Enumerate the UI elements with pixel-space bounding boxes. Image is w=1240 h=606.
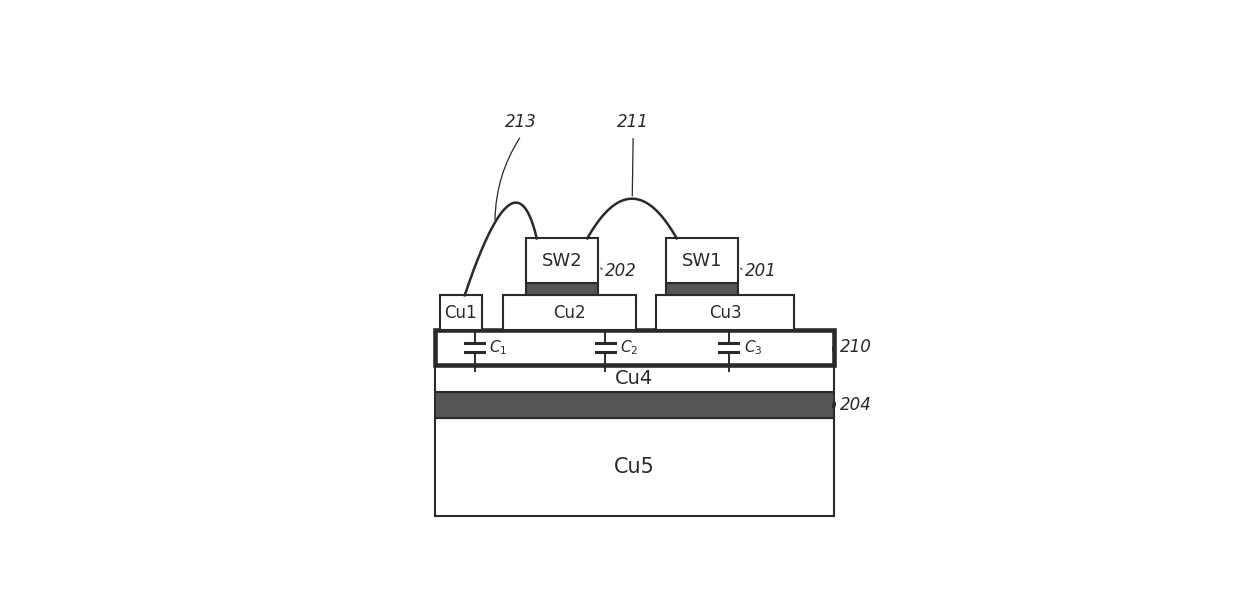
Text: Cu5: Cu5 (614, 457, 655, 477)
Text: $C_1$: $C_1$ (490, 338, 508, 357)
Text: 210: 210 (839, 338, 872, 356)
Text: SW2: SW2 (542, 251, 583, 270)
Bar (502, 295, 635, 330)
Text: 204: 204 (839, 396, 872, 414)
Text: Cu1: Cu1 (444, 304, 477, 322)
Text: 211: 211 (618, 113, 649, 131)
Text: 201: 201 (745, 262, 777, 280)
Bar (435, 330, 833, 365)
Bar (656, 295, 794, 330)
Bar (526, 282, 598, 295)
Bar (435, 392, 833, 418)
Text: Cu2: Cu2 (553, 304, 585, 322)
Bar (435, 365, 833, 392)
Bar (435, 418, 833, 516)
Text: 213: 213 (505, 113, 537, 131)
Text: 202: 202 (605, 262, 637, 280)
Bar (526, 238, 598, 282)
Text: SW1: SW1 (682, 251, 722, 270)
Bar (666, 282, 738, 295)
Text: $C_2$: $C_2$ (620, 338, 639, 357)
Bar (666, 238, 738, 282)
Bar (439, 295, 481, 330)
Text: $C_3$: $C_3$ (744, 338, 763, 357)
Text: Cu3: Cu3 (709, 304, 742, 322)
Text: Cu4: Cu4 (615, 369, 653, 388)
